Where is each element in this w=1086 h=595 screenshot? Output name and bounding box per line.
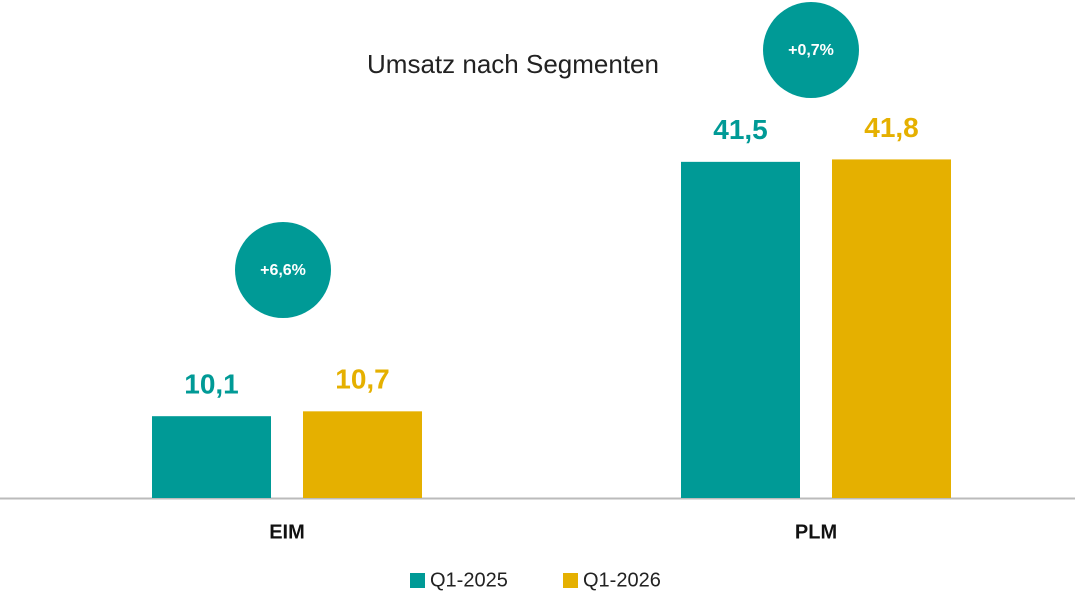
bar: [152, 416, 271, 498]
data-label: 10,7: [335, 364, 390, 395]
legend-label: Q1-2025: [430, 569, 508, 591]
legend-swatch: [563, 573, 578, 588]
data-label: 41,5: [713, 114, 768, 145]
bar: [303, 411, 422, 498]
bar: [681, 161, 800, 498]
legend-swatch: [410, 573, 425, 588]
legend-label: Q1-2026: [583, 569, 661, 591]
chart-title: Umsatz nach Segmenten: [367, 49, 659, 79]
x-tick-label: PLM: [795, 521, 837, 543]
data-label: 10,1: [184, 369, 239, 400]
annotation-bubble: [235, 222, 331, 318]
bar: [832, 159, 951, 499]
annotation: +6,6%: [260, 262, 306, 279]
data-label: 41,8: [864, 112, 919, 143]
annotation-bubble: [763, 2, 859, 98]
x-tick-label: EIM: [269, 521, 305, 543]
annotation: +0,7%: [788, 42, 834, 59]
